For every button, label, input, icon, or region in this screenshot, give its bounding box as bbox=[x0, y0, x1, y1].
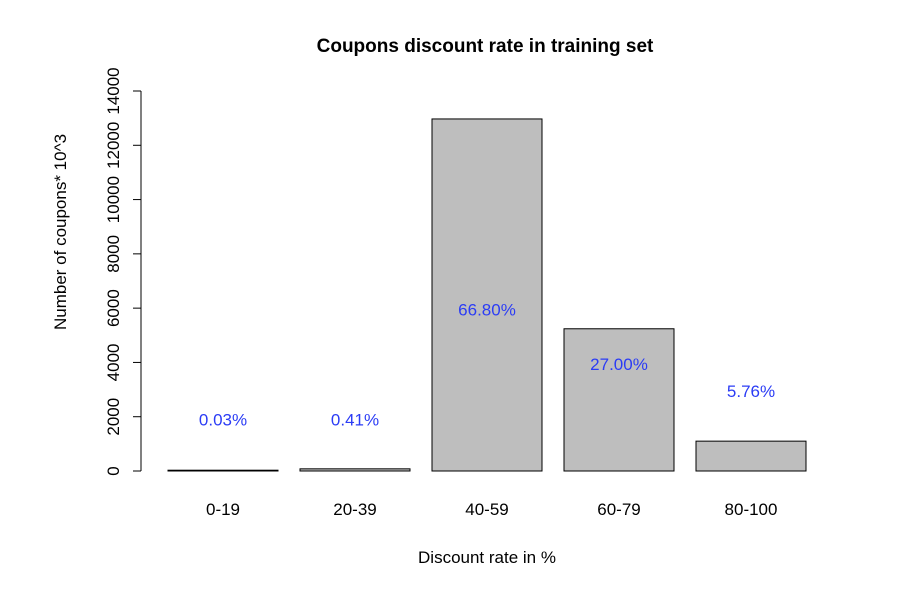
data-label: 27.00% bbox=[590, 355, 648, 374]
x-tick-label: 80-100 bbox=[725, 500, 778, 519]
y-tick-label: 0 bbox=[104, 466, 123, 475]
data-label: 5.76% bbox=[727, 382, 775, 401]
bar bbox=[695, 440, 807, 472]
bar bbox=[167, 469, 279, 472]
y-tick-label: 14000 bbox=[104, 67, 123, 114]
y-axis: 0 2000 4000 6000 8000 10000 12000 14000 bbox=[104, 67, 142, 476]
x-tick-label: 20-39 bbox=[333, 500, 376, 519]
bar bbox=[563, 328, 675, 472]
bar bbox=[431, 118, 543, 472]
data-label: 0.03% bbox=[199, 410, 247, 429]
y-tick-label: 8000 bbox=[104, 235, 123, 273]
x-axis-label: Discount rate in % bbox=[418, 548, 556, 567]
y-tick-label: 10000 bbox=[104, 176, 123, 223]
y-tick-label: 2000 bbox=[104, 398, 123, 436]
x-tick-label: 0-19 bbox=[206, 500, 240, 519]
bar bbox=[299, 468, 411, 472]
data-labels: 0.03% 0.41% 66.80% 27.00% 5.76% bbox=[199, 301, 775, 430]
data-label: 66.80% bbox=[458, 301, 516, 320]
chart-title: Coupons discount rate in training set bbox=[317, 36, 654, 57]
x-axis-tick-labels: 0-19 20-39 40-59 60-79 80-100 bbox=[206, 500, 777, 519]
y-tick-label: 4000 bbox=[104, 344, 123, 382]
x-tick-label: 40-59 bbox=[465, 500, 508, 519]
y-tick-label: 12000 bbox=[104, 122, 123, 169]
x-tick-label: 60-79 bbox=[597, 500, 640, 519]
bars bbox=[167, 118, 807, 472]
y-axis-label: Number of coupons* 10^3 bbox=[51, 134, 70, 330]
data-label: 0.41% bbox=[331, 410, 379, 429]
y-tick-label: 6000 bbox=[104, 289, 123, 327]
